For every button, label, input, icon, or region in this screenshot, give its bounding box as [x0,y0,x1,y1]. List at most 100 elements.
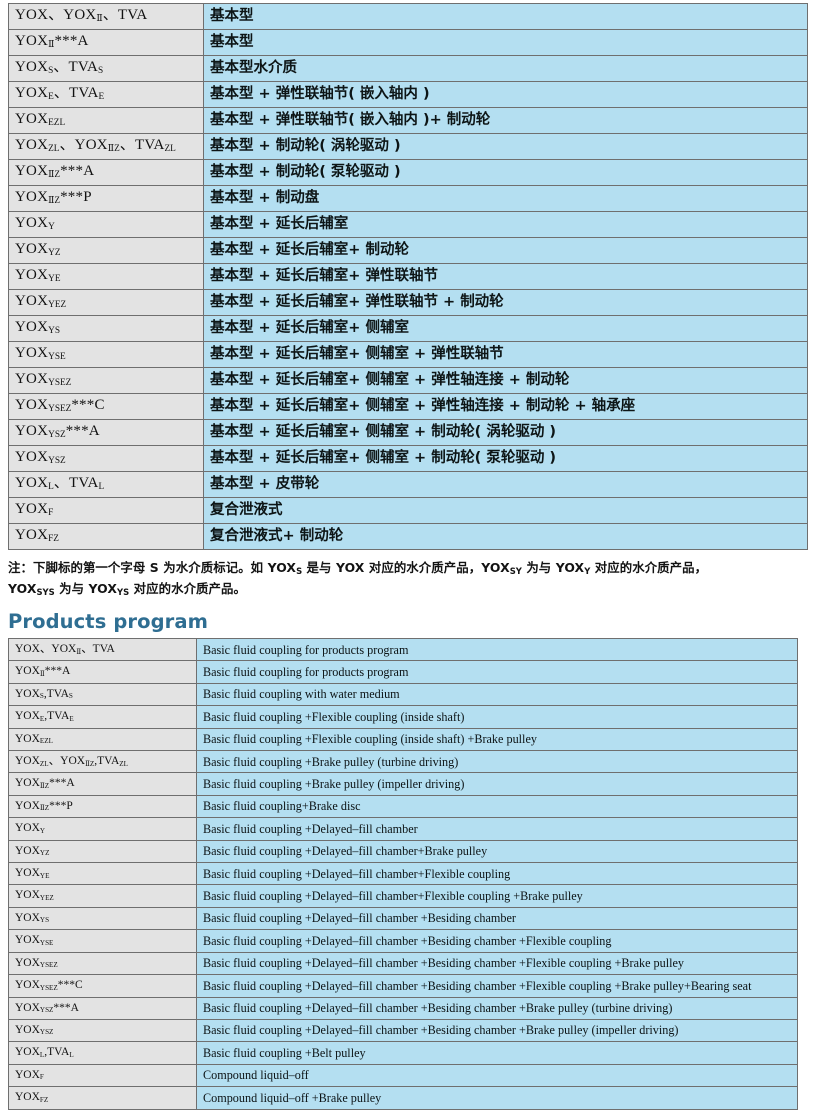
model-description-cell: 基本型 [203,3,808,30]
note-line-1: 注：下脚标的第一个字母 S 为水介质标记。如 YOXS 是与 YOX 对应的水介… [8,560,708,576]
table-row: YOXEZL 基本型 + 弹性联轴节( 嵌入轴内 )+ 制动轮 [8,107,808,134]
table-row: YOXYS Basic fluid coupling +Delayed–fill … [8,906,798,931]
model-code-cell: YOXS,TVAS [8,682,197,707]
model-code-cell: YOXYE [8,862,197,886]
model-code-cell: YOXⅡ***A [8,660,197,684]
model-description-cell: Basic fluid coupling +Delayed–fill chamb… [196,996,798,1020]
model-description-cell: 基本型 + 延长后辅室+ 侧辅室 + 弹性联轴节 [203,341,808,368]
chinese-product-program-table: YOX、YOXⅡ、TVA 基本型 YOXⅡ***A 基本型 YOXS、TVAS 基本型水介… [8,3,808,550]
model-code-cell: YOXⅡ***A [8,29,204,56]
model-description-cell: 基本型 [203,29,808,56]
model-code-cell: YOXYSEZ [8,951,197,976]
model-code-cell: YOXE,TVAE [8,705,197,729]
model-code-cell: YOXⅡZ***A [8,159,204,186]
model-description-cell: Basic fluid coupling +Delayed–fill chamb… [196,974,798,998]
table-row: YOXYSEZ***C 基本型 + 延长后辅室+ 侧辅室 + 弹性轴连接 + 制动… [8,393,808,420]
model-description-cell: Basic fluid coupling for products progra… [196,637,798,662]
model-code-cell: YOXYE [8,263,204,290]
model-description-cell: 基本型 + 延长后辅室+ 弹性联轴节 [203,263,808,290]
model-description-cell: 基本型 + 制动轮( 泵轮驱动 ) [203,159,808,186]
model-code-cell: YOXYSZ***A [8,419,204,446]
model-description-cell: Basic fluid coupling +Delayed–fill chamb… [196,817,798,841]
table-row: YOXFZ Compound liquid–off +Brake pulley [8,1086,798,1110]
table-row: YOXEZL Basic fluid coupling +Flexible cou… [8,727,798,752]
table-row: YOXE,TVAE Basic fluid coupling +Flexible … [8,705,798,729]
model-description-cell: Basic fluid coupling +Delayed–fill chamb… [196,884,798,908]
table-row: YOXF 复合泄液式 [8,497,808,524]
table-row: YOXYEZ Basic fluid coupling +Delayed–fill… [8,884,798,908]
model-code-cell: YOXⅡZ***P [8,794,197,819]
model-code-cell: YOX、YOXⅡ、TVA [8,637,197,662]
model-description-cell: Basic fluid coupling+Brake disc [196,794,798,819]
table-row: YOXYSE 基本型 + 延长后辅室+ 侧辅室 + 弹性联轴节 [8,341,808,368]
table-row: YOXⅡ***A 基本型 [8,29,808,56]
model-description-cell: 基本型 + 延长后辅室+ 侧辅室 + 弹性轴连接 + 制动轮 + 轴承座 [203,393,808,420]
table-row: YOXYZ Basic fluid coupling +Delayed–fill … [8,839,798,864]
model-code-cell: YOXYEZ [8,289,204,316]
model-code-cell: YOXYSEZ [8,367,204,394]
model-code-cell: YOXYSZ***A [8,996,197,1020]
model-description-cell: Basic fluid coupling +Flexible coupling … [196,727,798,752]
table-row: YOXYE 基本型 + 延长后辅室+ 弹性联轴节 [8,263,808,290]
table-row: YOXY 基本型 + 延长后辅室 [8,211,808,238]
model-description-cell: 复合泄液式+ 制动轮 [203,523,808,550]
model-description-cell: Basic fluid coupling +Flexible coupling … [196,705,798,729]
table-row: YOXYE Basic fluid coupling +Delayed–fill … [8,862,798,886]
table-row: YOX、YOXⅡ、TVA Basic fluid coupling for pro… [8,637,798,662]
model-code-cell: YOXS、TVAS [8,55,204,82]
table-row: YOXYSZ Basic fluid coupling +Delayed–fill… [8,1018,798,1043]
model-code-cell: YOXFZ [8,523,204,550]
table-row: YOXYSE Basic fluid coupling +Delayed–fill… [8,929,798,953]
model-code-cell: YOXY [8,817,197,841]
table-row: YOXFZ 复合泄液式+ 制动轮 [8,523,808,550]
model-code-cell: YOXYS [8,315,204,342]
model-description-cell: Basic fluid coupling +Brake pulley (impe… [196,772,798,796]
english-product-program-table: YOX、YOXⅡ、TVA Basic fluid coupling for pro… [8,637,798,1110]
model-description-cell: Basic fluid coupling +Delayed–fill chamb… [196,906,798,931]
model-code-cell: YOXYSE [8,341,204,368]
english-table-body: YOX、YOXⅡ、TVA Basic fluid coupling for pro… [8,637,798,1110]
model-code-cell: YOXYSZ [8,445,204,472]
table-row: YOXYS 基本型 + 延长后辅室+ 侧辅室 [8,315,808,342]
model-code-cell: YOXYS [8,906,197,931]
table-row: YOXE、TVAE 基本型 + 弹性联轴节( 嵌入轴内 ) [8,81,808,108]
model-code-cell: YOXYSEZ***C [8,974,197,998]
table-row: YOXY Basic fluid coupling +Delayed–fill c… [8,817,798,841]
model-description-cell: 基本型 + 延长后辅室+ 侧辅室 [203,315,808,342]
model-description-cell: Basic fluid coupling with water medium [196,682,798,707]
table-row: YOXⅡZ***P 基本型 + 制动盘 [8,185,808,212]
model-description-cell: 基本型 + 延长后辅室+ 侧辅室 + 弹性轴连接 + 制动轮 [203,367,808,394]
table-row: YOXYSEZ 基本型 + 延长后辅室+ 侧辅室 + 弹性轴连接 + 制动轮 [8,367,808,394]
water-medium-note: 注：下脚标的第一个字母 S 为水介质标记。如 YOXS 是与 YOX 对应的水介… [8,558,806,600]
model-description-cell: 基本型 + 制动轮( 涡轮驱动 ) [203,133,808,160]
note-line-2: YOXSYS 为与 YOXYS 对应的水介质产品。 [8,581,247,597]
table-row: YOXYSEZ Basic fluid coupling +Delayed–fil… [8,951,798,976]
table-row: YOXS,TVAS Basic fluid coupling with water… [8,682,798,707]
table-row: YOXZL、YOXⅡZ,TVAZL Basic fluid coupling +B… [8,750,798,774]
model-code-cell: YOXZL、YOXⅡZ,TVAZL [8,750,197,774]
table-row: YOXL、TVAL 基本型 + 皮带轮 [8,471,808,498]
model-description-cell: Basic fluid coupling +Belt pulley [196,1041,798,1065]
model-code-cell: YOXL、TVAL [8,471,204,498]
model-description-cell: 基本型 + 延长后辅室+ 制动轮 [203,237,808,264]
model-code-cell: YOX、YOXⅡ、TVA [8,3,204,30]
model-description-cell: Basic fluid coupling +Brake pulley (turb… [196,750,798,774]
model-code-cell: YOXYSE [8,929,197,953]
table-row: YOXF Compound liquid–off [8,1063,798,1088]
model-description-cell: 基本型 + 制动盘 [203,185,808,212]
table-row: YOXYSZ***A 基本型 + 延长后辅室+ 侧辅室 + 制动轮( 涡轮驱动 ) [8,419,808,446]
model-code-cell: YOXZL、YOXⅡZ、TVAZL [8,133,204,160]
model-code-cell: YOXYSEZ***C [8,393,204,420]
model-code-cell: YOXYEZ [8,884,197,908]
model-code-cell: YOXYSZ [8,1018,197,1043]
model-code-cell: YOXF [8,497,204,524]
model-description-cell: Basic fluid coupling +Delayed–fill chamb… [196,929,798,953]
table-row: YOXⅡZ***P Basic fluid coupling+Brake disc [8,794,798,819]
model-description-cell: Compound liquid–off [196,1063,798,1088]
model-description-cell: Basic fluid coupling +Delayed–fill chamb… [196,951,798,976]
table-row: YOXYSZ***A Basic fluid coupling +Delayed–… [8,996,798,1020]
table-row: YOXYEZ 基本型 + 延长后辅室+ 弹性联轴节 + 制动轮 [8,289,808,316]
table-row: YOXⅡZ***A Basic fluid coupling +Brake pul… [8,772,798,796]
model-description-cell: 基本型 + 延长后辅室+ 弹性联轴节 + 制动轮 [203,289,808,316]
model-description-cell: 基本型 + 延长后辅室 [203,211,808,238]
